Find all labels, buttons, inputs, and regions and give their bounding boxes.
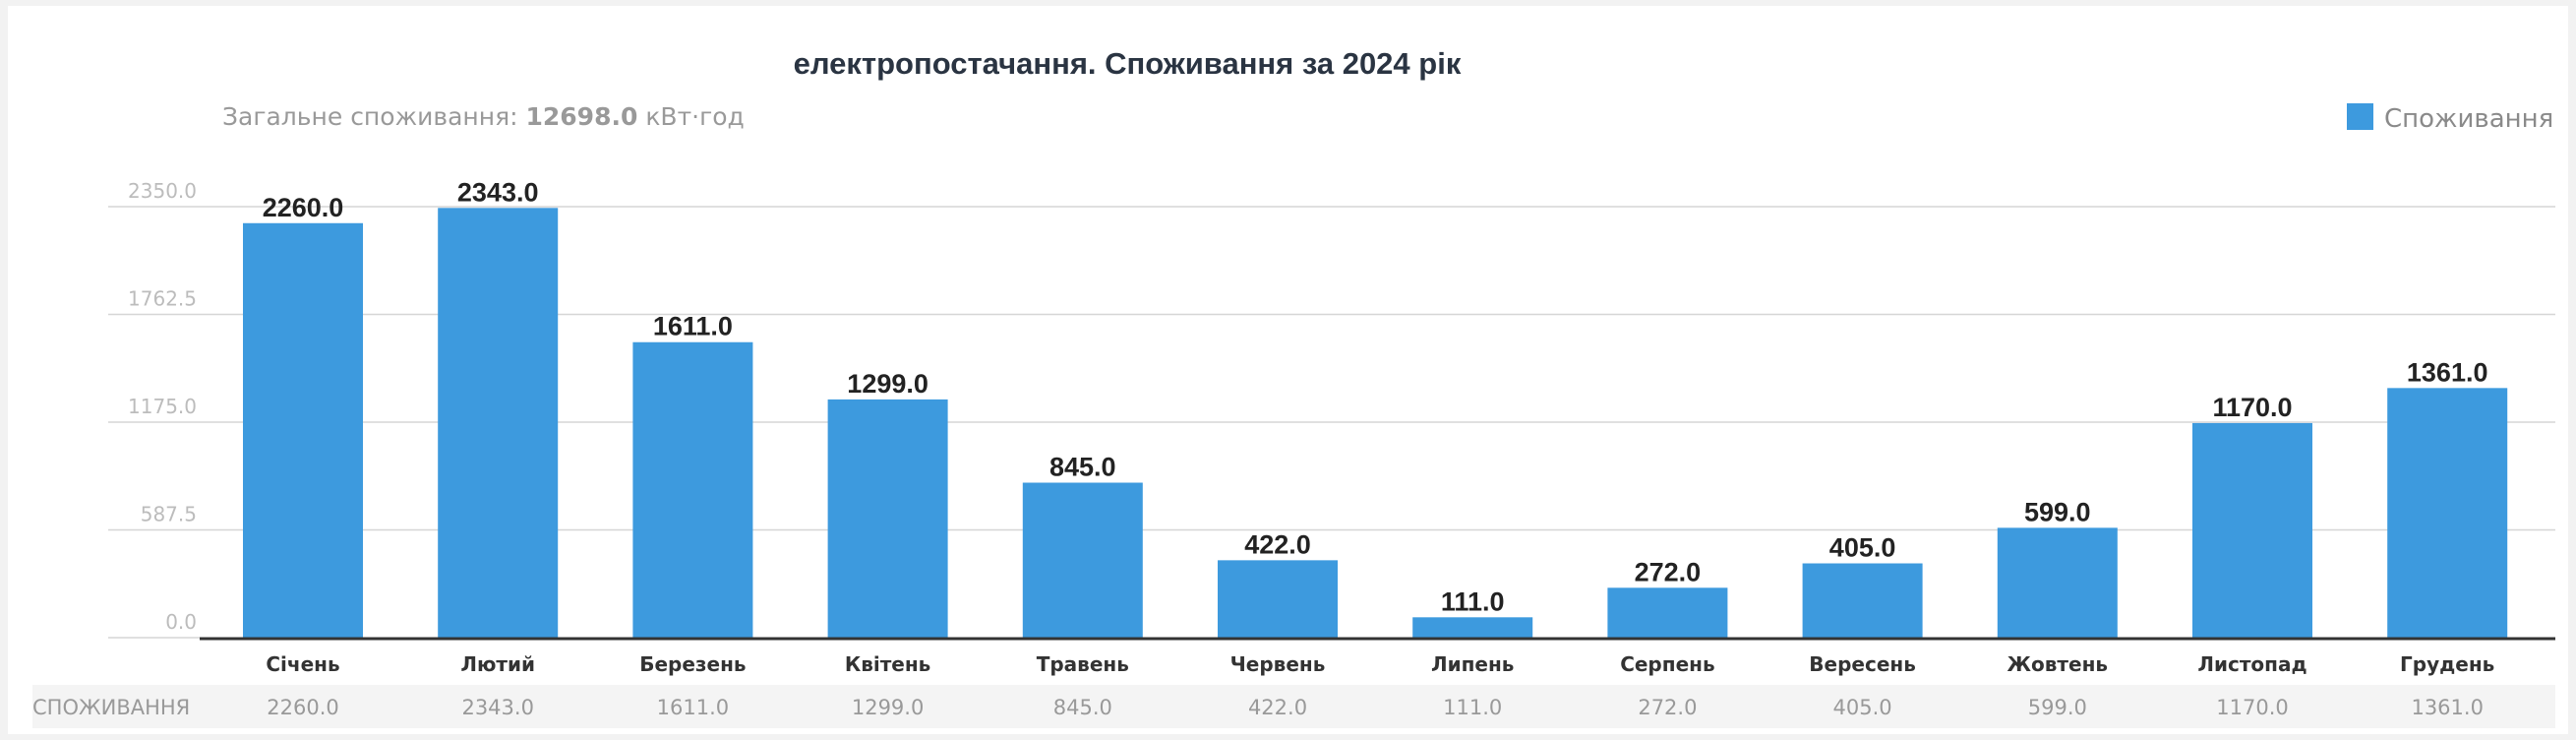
bar-data-label: 1361.0	[2407, 357, 2488, 387]
chart-title: електропостачання. Споживання за 2024 рі…	[794, 46, 1462, 81]
chart-card: електропостачання. Споживання за 2024 рі…	[8, 6, 2568, 734]
x-tick-label: Вересень	[1809, 652, 1916, 676]
y-tick-label: 1762.5	[128, 287, 197, 311]
data-table: СПОЖИВАННЯ 2260.0 2343.0 1611.0 1299.0 845.0…	[32, 685, 2555, 728]
data-table-cell: 845.0	[1053, 696, 1112, 719]
x-tick-label: Липень	[1431, 652, 1514, 676]
bar[interactable]	[1022, 482, 1143, 638]
bar[interactable]	[827, 399, 948, 638]
data-table-cell: 1299.0	[852, 696, 924, 719]
bar[interactable]	[2192, 422, 2312, 638]
bar[interactable]	[1412, 617, 1533, 638]
data-table-cells: 2260.0 2343.0 1611.0 1299.0 845.0 422.0 111.0 2…	[267, 696, 2484, 719]
subtitle-unit: кВт·год	[637, 102, 744, 131]
x-tick-label: Грудень	[2400, 652, 2494, 676]
data-table-cell: 2343.0	[461, 696, 533, 719]
x-tick-label: Травень	[1037, 652, 1129, 676]
y-tick-label: 0.0	[165, 610, 197, 634]
x-tick-label: Лютий	[460, 652, 535, 676]
bar-data-label: 2343.0	[457, 177, 539, 207]
legend-label-consumption[interactable]: Споживання	[2384, 104, 2553, 134]
x-tick-label: Червень	[1230, 652, 1326, 676]
data-table-cell: 405.0	[1833, 696, 1892, 719]
bar[interactable]	[1607, 587, 1728, 638]
bar[interactable]	[1802, 563, 1923, 638]
data-table-cell: 272.0	[1638, 696, 1697, 719]
x-tick-label: Серпень	[1620, 652, 1714, 676]
data-table-cell: 1611.0	[657, 696, 729, 719]
subtitle-prefix: Загальне споживання:	[222, 102, 526, 131]
data-table-cell: 599.0	[2028, 696, 2087, 719]
bar[interactable]	[243, 222, 363, 638]
legend[interactable]: Споживання	[2347, 103, 2553, 134]
data-table-cell: 422.0	[1248, 696, 1307, 719]
x-tick-label: Березень	[639, 652, 746, 676]
x-tick-label: Квітень	[845, 652, 930, 676]
x-tick-label: Січень	[266, 652, 339, 676]
y-axis-ticks: 0.0 587.5 1175.0 1762.5 2350.0	[128, 179, 197, 634]
bar-data-label: 1299.0	[847, 369, 929, 399]
bar-data-label: 1611.0	[653, 312, 733, 341]
data-table-cell: 2260.0	[267, 696, 338, 719]
data-table-cell: 1170.0	[2216, 696, 2288, 719]
bar-data-label: 272.0	[1635, 557, 1702, 586]
chart-subtitle: Загальне споживання: 12698.0 кВт·год	[222, 102, 745, 131]
y-tick-label: 2350.0	[128, 179, 197, 203]
bar[interactable]	[1218, 560, 1338, 638]
bar-data-label: 1170.0	[2212, 393, 2292, 422]
bar-data-label: 2260.0	[263, 193, 344, 222]
data-table-cell: 1361.0	[2411, 696, 2483, 719]
x-tick-label: Листопад	[2197, 652, 2306, 676]
y-tick-label: 1175.0	[128, 395, 197, 418]
consumption-bar-chart: електропостачання. Споживання за 2024 рі…	[32, 46, 2555, 728]
x-axis-ticks: Січень Лютий Березень Квітень Травень Червень…	[266, 652, 2494, 676]
bar[interactable]	[632, 341, 753, 638]
subtitle-total-value: 12698.0	[526, 102, 638, 131]
bar-data-label: 422.0	[1244, 529, 1311, 559]
data-table-row-background	[32, 685, 2555, 728]
bar-data-label: 845.0	[1049, 453, 1116, 482]
x-tick-label: Жовтень	[2007, 652, 2109, 676]
bar[interactable]	[2387, 388, 2508, 638]
bar[interactable]	[438, 208, 559, 638]
bar[interactable]	[1997, 527, 2118, 638]
bar-data-label: 405.0	[1829, 533, 1896, 563]
bars	[243, 208, 2508, 638]
bar-data-label: 111.0	[1441, 586, 1505, 616]
data-table-cell: 111.0	[1443, 696, 1502, 719]
bar-data-label: 599.0	[2024, 497, 2091, 526]
legend-swatch[interactable]	[2347, 103, 2373, 130]
y-tick-label: 587.5	[141, 503, 197, 526]
data-labels: 2260.0 2343.0 1611.0 1299.0 845.0 422.0 111.0 2…	[263, 177, 2488, 616]
data-table-row-label: СПОЖИВАННЯ	[32, 696, 190, 719]
